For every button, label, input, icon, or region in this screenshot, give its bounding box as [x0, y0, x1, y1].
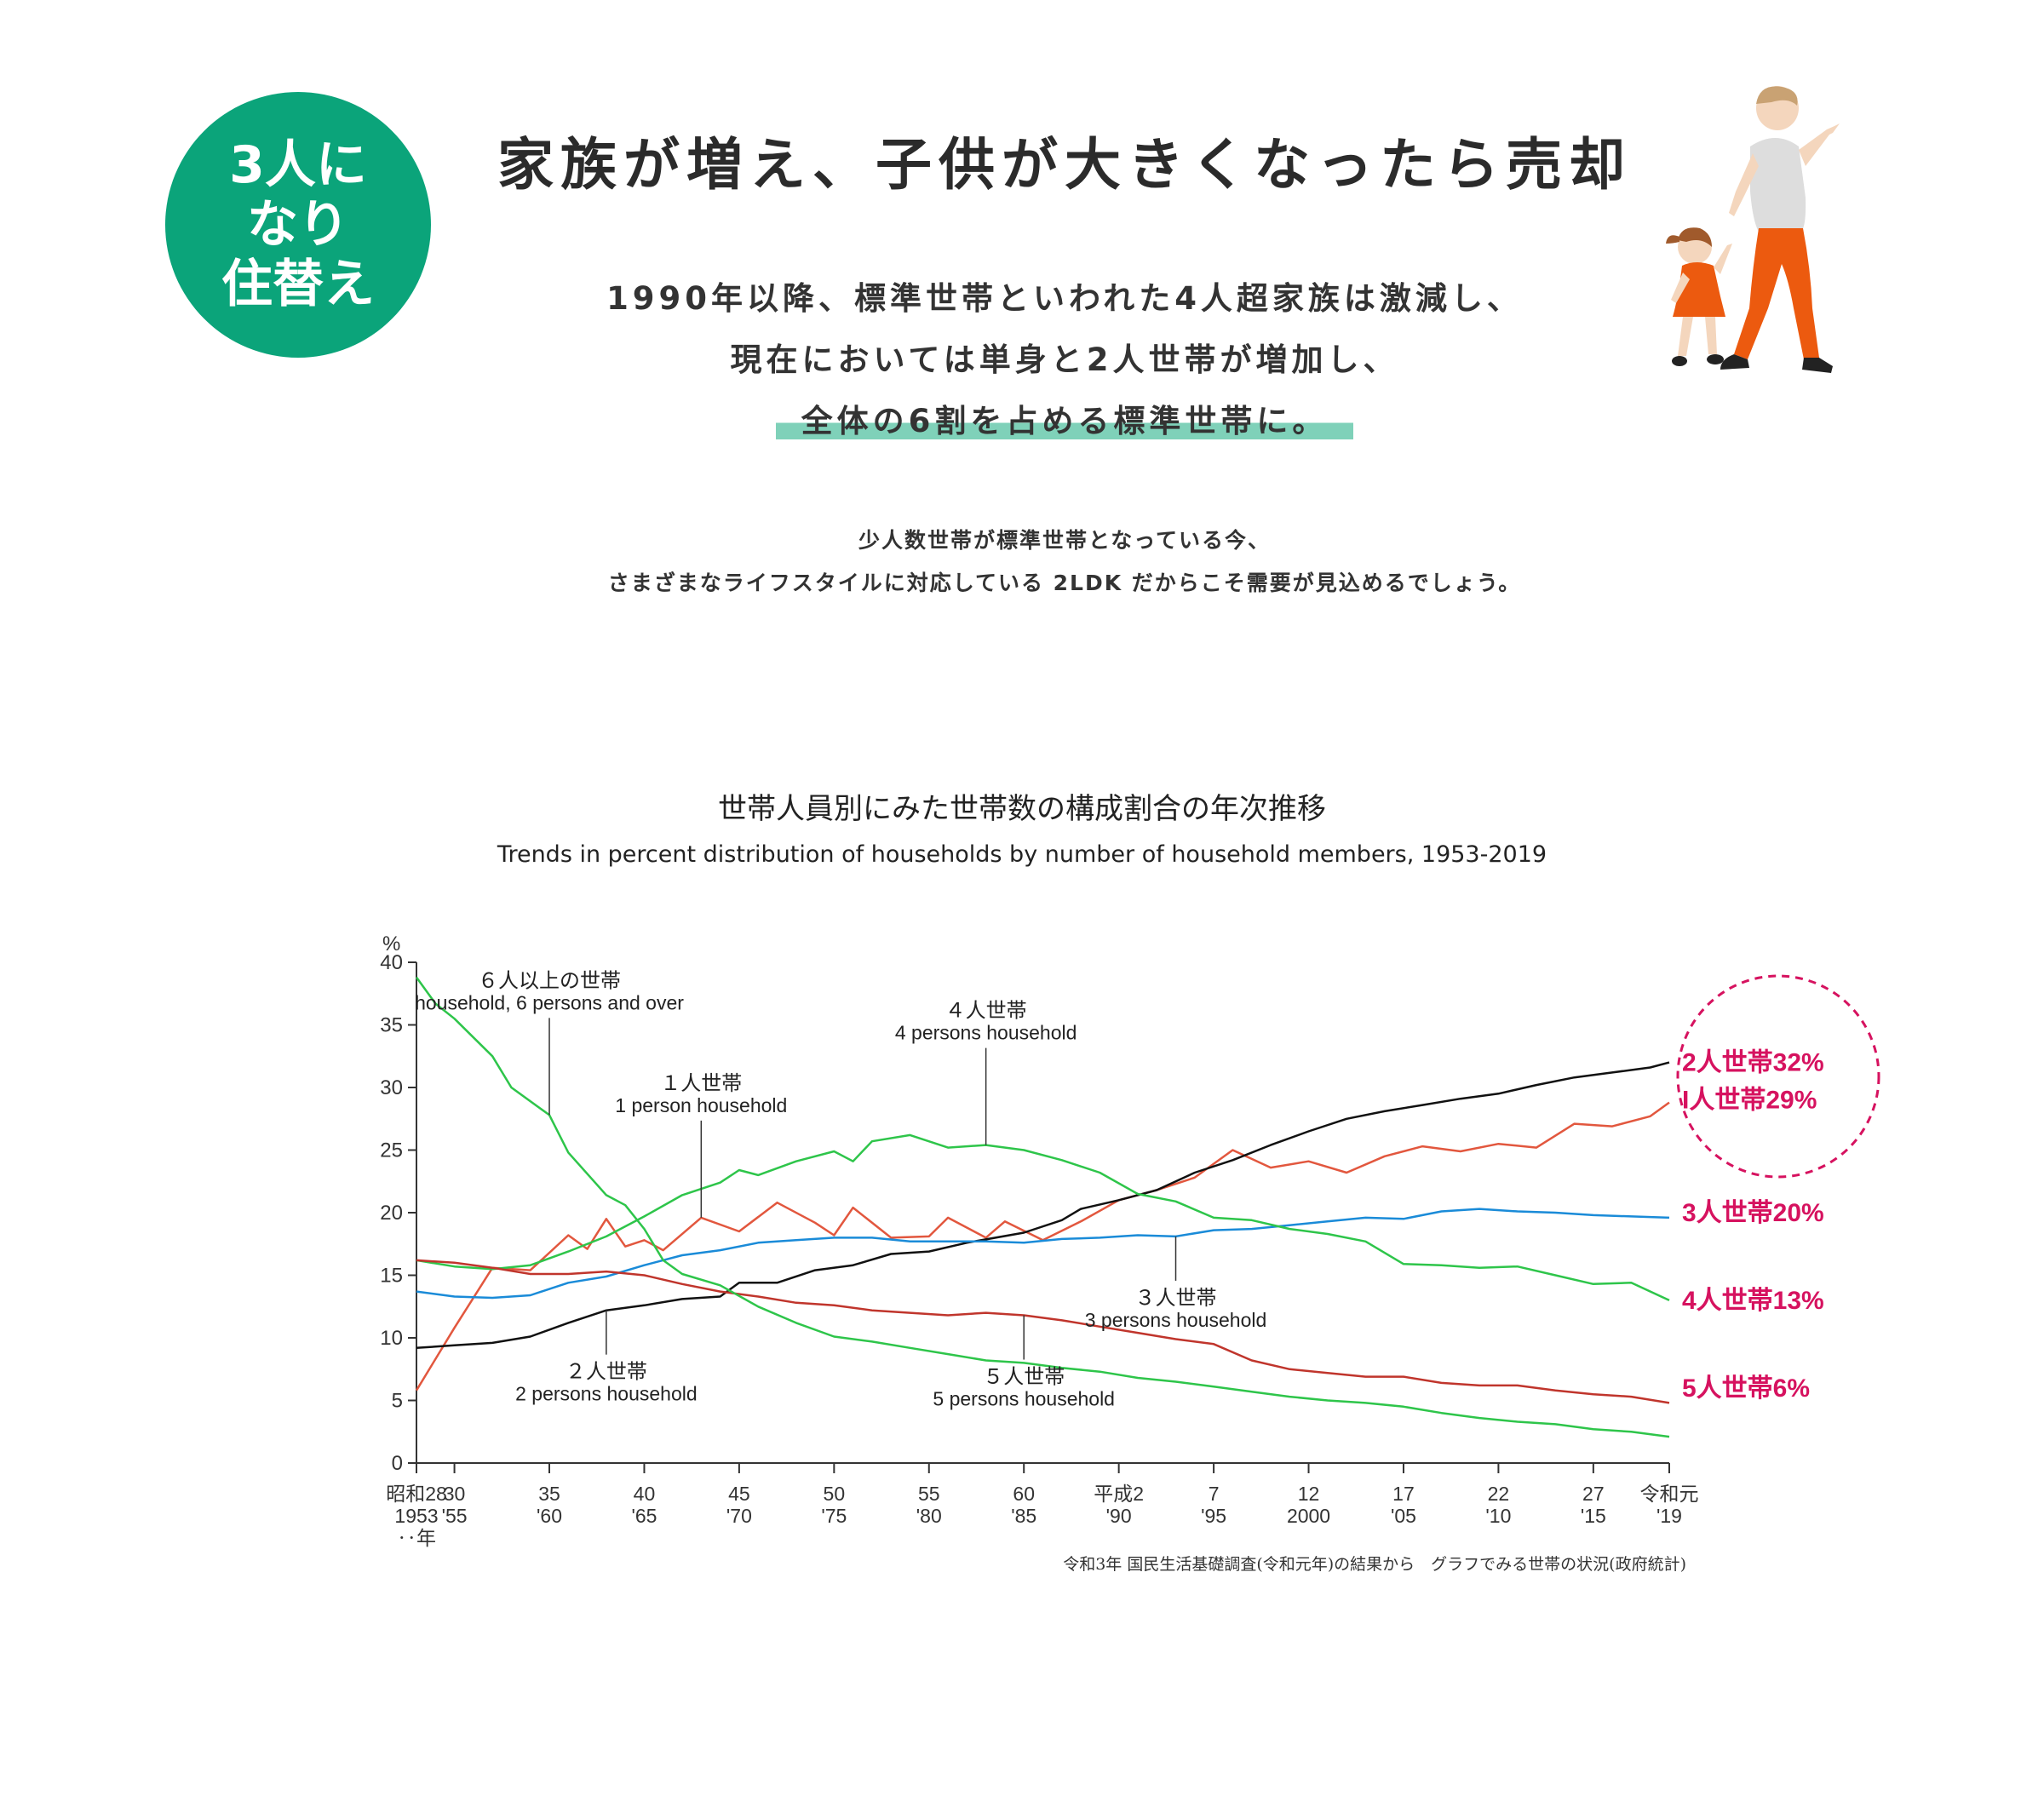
y-tick-label: 0: [392, 1452, 403, 1475]
y-unit-label: %: [382, 932, 400, 955]
annotation-label-en: 5 persons household: [933, 1388, 1115, 1410]
x-tick-label-year: '95: [1201, 1505, 1226, 1527]
y-tick-label: 30: [380, 1076, 403, 1099]
highlight-circle: [1676, 974, 1880, 1179]
x-tick-label: 昭和28: [386, 1483, 447, 1505]
x-tick-label-year: '90: [1106, 1505, 1132, 1527]
lead-line-2: 現在においては単身と2人世帯が増加し、: [730, 341, 1399, 378]
x-tick-label-year: '05: [1391, 1505, 1416, 1527]
annotation-label-ja: ３人世帯: [1135, 1287, 1217, 1310]
x-tick-label: 平成2: [1094, 1483, 1144, 1505]
y-tick-label: 15: [380, 1265, 403, 1288]
x-tick-label: 7: [1209, 1483, 1220, 1505]
x-tick-label-year: '75: [821, 1505, 847, 1527]
x-tick-label: 60: [1013, 1483, 1035, 1505]
y-tick-label: 10: [380, 1327, 403, 1350]
x-tick-label-year: '15: [1581, 1505, 1606, 1527]
series-line-two-persons: [416, 1061, 1670, 1350]
chart-source: 令和3年 国民生活基礎調査(令和元年)の結果から グラフでみる世帯の状況(政府統…: [1063, 1555, 1686, 1574]
x-tick-label: 27: [1582, 1483, 1605, 1505]
x-tick-label: 12: [1298, 1483, 1320, 1505]
chart-subtitle: Trends in percent distribution of househ…: [497, 841, 1547, 868]
y-tick-label: 35: [380, 1014, 403, 1037]
y-tick-label: 40: [380, 951, 403, 974]
y-tick-label: 5: [392, 1390, 403, 1413]
x-tick-label: 45: [728, 1483, 750, 1505]
body-line-1: 少人数世帯が標準世帯となっている今、: [858, 528, 1271, 553]
annotation-label-ja: ６人以上の世帯: [478, 969, 621, 992]
x-tick-label-year: '60: [537, 1505, 562, 1527]
end-label-one-person: I人世帯29%: [1682, 1087, 1817, 1115]
parent-and-child-icon: [1666, 86, 1840, 373]
section-badge: 3人に なり 住替え: [165, 92, 431, 358]
y-tick-label: 20: [380, 1202, 403, 1225]
body-text: 少人数世帯が標準世帯となっている今、 さまざまなライフスタイルに対応している 2…: [477, 519, 1652, 605]
series-line-four-persons: [416, 1133, 1670, 1302]
annotation-label-en: 2 persons household: [515, 1383, 698, 1405]
body-line-2: さまざまなライフスタイルに対応している 2LDK だからこそ需要が見込めるでしょ…: [607, 571, 1522, 595]
end-label-three-persons: 3人世帯20%: [1682, 1199, 1824, 1227]
x-tick-label-year: 1953: [394, 1505, 438, 1527]
y-tick-label: 25: [380, 1139, 403, 1162]
x-tick-label: 40: [634, 1483, 656, 1505]
series-line-one-person: [415, 1101, 1670, 1392]
lead-line-1: 1990年以降、標準世帯といわれた4人超家族は激減し、: [606, 280, 1523, 317]
series-line-three-persons: [416, 1208, 1670, 1300]
headline: 家族が増え、子供が大きくなったら売却: [497, 132, 1632, 198]
badge-line-2: なり: [247, 195, 349, 255]
x-tick-label: 50: [824, 1483, 846, 1505]
x-tick-label-year: '85: [1011, 1505, 1036, 1527]
chart-title: 世帯人員別にみた世帯数の構成割合の年次推移: [718, 792, 1326, 826]
x-tick-label-year: '10: [1485, 1505, 1511, 1527]
x-tick-label: 17: [1392, 1483, 1415, 1505]
x-tick-label: 30: [444, 1483, 466, 1505]
x-tick-label-year: '19: [1656, 1505, 1682, 1527]
end-label-two-persons: 2人世帯32%: [1682, 1049, 1824, 1077]
x-tick-label: 55: [918, 1483, 940, 1505]
x-tick-label: 35: [538, 1483, 560, 1505]
x-tick-label-year: 2000: [1287, 1505, 1330, 1527]
end-label-five-persons: 5人世帯6%: [1682, 1374, 1810, 1403]
x-tick-label: 22: [1488, 1483, 1510, 1505]
x-axis-unit: ‥年: [397, 1527, 436, 1549]
annotation-label-ja: ４人世帯: [945, 1000, 1027, 1023]
x-tick-label: 令和元: [1640, 1483, 1699, 1505]
annotation-label-en: 3 persons household: [1085, 1309, 1267, 1331]
annotation-label-ja: ２人世帯: [566, 1361, 647, 1384]
series-line-five-persons: [416, 1259, 1670, 1404]
badge-line-1: 3人に: [229, 135, 367, 195]
series-line-six-plus: [415, 976, 1670, 1438]
annotation-label-ja: ５人世帯: [983, 1366, 1065, 1389]
lead-text: 1990年以降、標準世帯といわれた4人超家族は激減し、 現在においては単身と2人…: [477, 268, 1652, 452]
x-tick-label-year: '55: [442, 1505, 468, 1527]
annotation-label-en: 4 persons household: [895, 1022, 1077, 1044]
annotation-label-en: household, 6 persons and over: [415, 991, 684, 1013]
annotation-label-ja: １人世帯: [660, 1072, 742, 1095]
x-tick-label-year: '70: [726, 1505, 752, 1527]
end-label-four-persons: 4人世帯13%: [1682, 1287, 1824, 1315]
x-tick-label-year: '65: [631, 1505, 657, 1527]
lead-line-3-highlight: 全体の6割を占める標準世帯に。: [775, 403, 1354, 439]
badge-line-3: 住替え: [221, 255, 375, 314]
x-tick-label-year: '80: [916, 1505, 942, 1527]
annotation-label-en: 1 person household: [615, 1094, 787, 1116]
